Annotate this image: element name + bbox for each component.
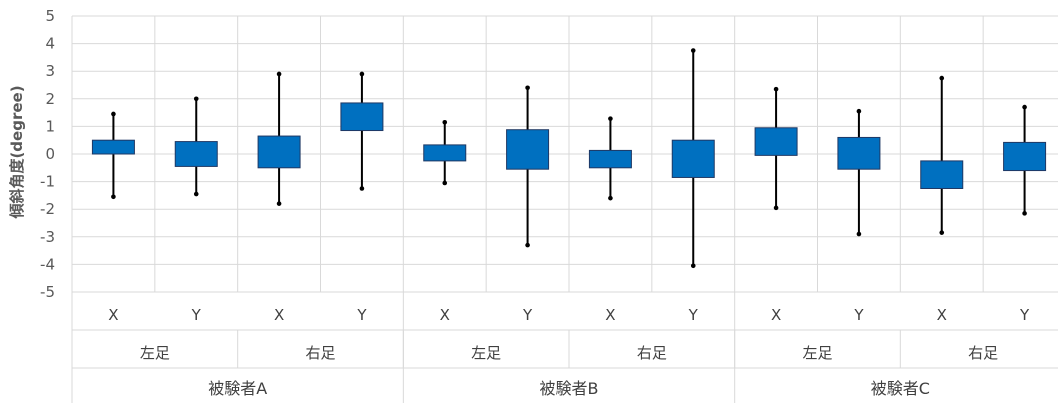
min-marker <box>608 195 613 201</box>
box-rect <box>340 102 384 132</box>
box-rect <box>91 139 135 155</box>
min-marker <box>276 201 282 206</box>
y-tick-label: -4 <box>40 255 55 273</box>
x-category-label: Y <box>688 306 699 324</box>
box-rect <box>920 160 964 189</box>
box-rect <box>506 129 550 170</box>
max-marker <box>359 71 365 77</box>
max-marker <box>939 75 945 81</box>
max-marker <box>276 71 282 77</box>
box-item <box>506 85 550 248</box>
min-marker <box>690 263 696 269</box>
max-marker <box>111 111 116 117</box>
max-marker <box>690 48 696 53</box>
min-marker <box>442 180 448 186</box>
y-tick-label: 1 <box>45 117 55 135</box>
x-category-label: X <box>771 306 781 324</box>
box-item <box>837 108 881 237</box>
x-category-label: X <box>605 306 615 324</box>
box-item <box>423 119 467 186</box>
grid-lines <box>71 15 1058 293</box>
subject-label: 被験者C <box>871 379 930 398</box>
y-tick-label: 4 <box>45 35 55 53</box>
box-item <box>1003 104 1047 216</box>
min-marker <box>856 231 862 237</box>
y-tick-label: -5 <box>40 283 55 301</box>
max-marker <box>773 86 779 92</box>
min-marker <box>525 242 530 248</box>
min-marker <box>359 186 365 191</box>
x-category-label: Y <box>853 306 864 324</box>
box-rect <box>1003 141 1047 172</box>
max-marker <box>856 108 862 114</box>
y-tick-label: 0 <box>45 145 55 163</box>
x-category-label: Y <box>522 306 533 324</box>
box-rect <box>837 136 881 170</box>
min-marker <box>939 230 945 235</box>
min-marker <box>193 191 199 197</box>
max-marker <box>442 119 448 125</box>
box-rect <box>588 149 632 169</box>
box-item <box>174 96 218 197</box>
subject-label: 被験者B <box>540 379 599 398</box>
x-category-label: X <box>274 306 284 324</box>
y-tick-label: -1 <box>40 173 55 191</box>
foot-label: 左足 <box>140 344 170 362</box>
x-category-label: Y <box>356 306 367 324</box>
subject-label: 被験者A <box>208 379 267 398</box>
box-item <box>91 111 135 200</box>
foot-label: 右足 <box>968 344 998 362</box>
x-category-label: Y <box>191 306 202 324</box>
min-marker <box>1022 211 1027 216</box>
y-tick-label: 5 <box>45 7 55 25</box>
box-item <box>257 71 301 206</box>
y-tick-label: 2 <box>45 90 55 108</box>
box-item <box>754 86 798 211</box>
y-tick-label: 3 <box>45 62 55 80</box>
y-tick-label: -3 <box>40 228 55 246</box>
max-marker <box>193 96 199 102</box>
box-rect <box>754 127 798 156</box>
y-tick-labels: 5 4 3 2 1 0 -1 -2 -3 -4 -5 <box>40 7 55 301</box>
max-marker <box>1022 104 1027 110</box>
y-axis-label: 傾斜角度(degree) <box>8 85 26 219</box>
box-series <box>91 48 1047 269</box>
box-rect <box>423 144 467 162</box>
x-category-label: Y <box>1019 306 1030 324</box>
min-marker <box>111 194 116 200</box>
foot-label: 左足 <box>471 344 501 362</box>
box-item <box>920 75 964 235</box>
x-category-label: X <box>108 306 118 324</box>
x-category-label: X <box>937 306 947 324</box>
foot-label: 右足 <box>637 344 667 362</box>
y-tick-label: -2 <box>40 200 55 218</box>
box-item <box>588 116 632 201</box>
max-marker <box>608 116 613 121</box>
x-category-label: X <box>440 306 450 324</box>
box-rect <box>257 135 301 169</box>
max-marker <box>525 85 530 91</box>
box-item <box>671 48 715 269</box>
box-item <box>340 71 384 191</box>
min-marker <box>773 205 779 211</box>
box-rect <box>671 139 715 178</box>
box-rect <box>174 141 218 167</box>
foot-label: 右足 <box>305 344 335 362</box>
foot-label: 左足 <box>802 344 832 362</box>
